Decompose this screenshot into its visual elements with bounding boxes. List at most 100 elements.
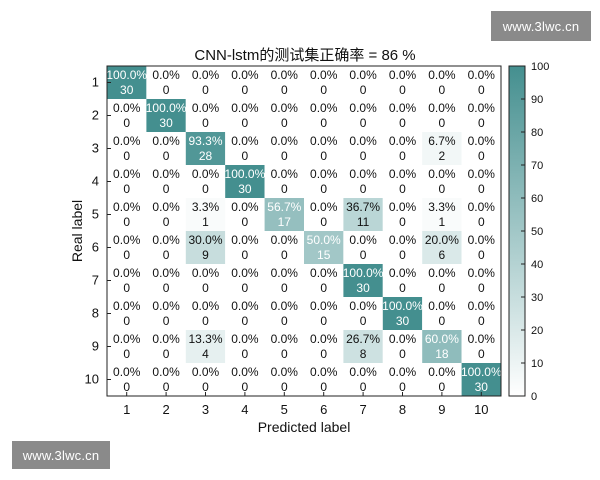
cell-count: 0: [360, 248, 367, 262]
cell-count: 0: [163, 83, 170, 97]
watermark-top-right: www.3lwc.cn: [491, 11, 591, 41]
cell-percentage: 0.0%: [192, 68, 220, 82]
heatmap-cell: [422, 297, 462, 330]
heatmap-cell: [107, 363, 147, 396]
cell-percentage: 0.0%: [192, 101, 220, 115]
cell-count: 0: [242, 248, 249, 262]
cell-percentage: 100.0%: [382, 299, 423, 313]
colorbar-tick-label: 20: [531, 325, 543, 337]
cell-count: 30: [396, 314, 410, 328]
heatmap-cell: [343, 99, 383, 132]
cell-count: 11: [357, 215, 370, 229]
cell-count: 0: [163, 182, 170, 196]
cell-count: 0: [163, 347, 170, 361]
cell-count: 0: [242, 347, 249, 361]
cell-count: 8: [360, 347, 367, 361]
cell-count: 0: [163, 314, 170, 328]
heatmap-cell: [461, 165, 501, 198]
cell-percentage: 0.0%: [349, 167, 377, 181]
cell-percentage: 0.0%: [271, 365, 299, 379]
heatmap-cell: [461, 231, 501, 264]
cell-percentage: 0.0%: [231, 266, 259, 280]
cell-count: 0: [360, 380, 367, 394]
cell-count: 0: [202, 83, 209, 97]
heatmap-cell: [225, 66, 265, 99]
colorbar-tick-label: 50: [531, 226, 543, 238]
cell-count: 0: [439, 380, 446, 394]
cell-count: 0: [320, 314, 327, 328]
cell-percentage: 3.3%: [428, 200, 456, 214]
heatmap-cell: [461, 99, 501, 132]
heatmap-cell: [461, 297, 501, 330]
heatmap-cell: [304, 132, 344, 165]
colorbar-tick-label: 70: [531, 160, 543, 172]
cell-count: 0: [399, 215, 406, 229]
cell-percentage: 0.0%: [231, 134, 259, 148]
heatmap-cell: [461, 264, 501, 297]
cell-percentage: 0.0%: [152, 299, 180, 313]
y-tick-label: 9: [92, 339, 99, 354]
colorbar-tick-label: 10: [531, 358, 543, 370]
heatmap-cell: [422, 264, 462, 297]
colorbar-tick-label: 30: [531, 292, 543, 304]
heatmap-cell: [146, 297, 186, 330]
cell-count: 30: [159, 116, 173, 130]
cell-count: 0: [163, 215, 170, 229]
cell-percentage: 0.0%: [310, 299, 338, 313]
cell-count: 30: [475, 380, 489, 394]
cell-percentage: 0.0%: [428, 167, 456, 181]
heatmap-cell: [225, 165, 265, 198]
heatmap-cell: [422, 198, 462, 231]
cell-count: 0: [320, 215, 327, 229]
cell-count: 0: [439, 116, 446, 130]
cell-percentage: 0.0%: [389, 101, 417, 115]
cell-percentage: 0.0%: [113, 266, 141, 280]
cell-count: 0: [360, 182, 367, 196]
cell-count: 0: [242, 281, 249, 295]
heatmap-cell: [304, 231, 344, 264]
cell-count: 0: [478, 116, 485, 130]
cell-count: 28: [199, 149, 213, 163]
heatmap-cell: [185, 99, 226, 132]
heatmap-cell: [461, 363, 501, 396]
heatmap-cell: [343, 363, 383, 396]
cell-count: 30: [356, 281, 370, 295]
heatmap-cell: [343, 231, 383, 264]
cell-percentage: 0.0%: [389, 68, 417, 82]
y-tick-label: 5: [92, 207, 99, 222]
cell-count: 0: [281, 380, 288, 394]
y-tick-label: 10: [85, 372, 99, 387]
cell-percentage: 6.7%: [428, 134, 456, 148]
heatmap-cells: 100.0%300.0%00.0%00.0%00.0%00.0%00.0%00.…: [106, 66, 502, 396]
heatmap-cell: [225, 363, 265, 396]
heatmap-cell: [304, 330, 344, 363]
cell-count: 0: [242, 215, 249, 229]
heatmap-cell: [422, 66, 462, 99]
cell-percentage: 0.0%: [152, 167, 180, 181]
cell-count: 0: [281, 83, 288, 97]
heatmap-cell: [304, 198, 344, 231]
cell-count: 0: [242, 380, 249, 394]
cell-percentage: 20.0%: [425, 233, 459, 247]
cell-percentage: 0.0%: [389, 200, 417, 214]
cell-count: 0: [478, 149, 485, 163]
heatmap-cell: [146, 231, 186, 264]
heatmap-cell: [185, 330, 226, 363]
cell-count: 0: [202, 314, 209, 328]
cell-count: 0: [163, 248, 170, 262]
x-axis-ticks: 1 2 3 4 5 6 7 8 9 10: [123, 392, 489, 417]
cell-count: 1: [439, 215, 446, 229]
cell-count: 0: [399, 116, 406, 130]
x-tick-label: 4: [241, 402, 248, 417]
cell-percentage: 13.3%: [188, 332, 222, 346]
heatmap-cell: [225, 132, 265, 165]
heatmap-cell: [225, 264, 265, 297]
cell-percentage: 0.0%: [231, 101, 259, 115]
heatmap-cell: [304, 99, 344, 132]
heatmap-cell: [304, 165, 344, 198]
cell-count: 15: [317, 248, 331, 262]
cell-percentage: 0.0%: [231, 68, 259, 82]
y-axis-label: Real label: [69, 200, 85, 262]
heatmap-cell: [225, 330, 265, 363]
